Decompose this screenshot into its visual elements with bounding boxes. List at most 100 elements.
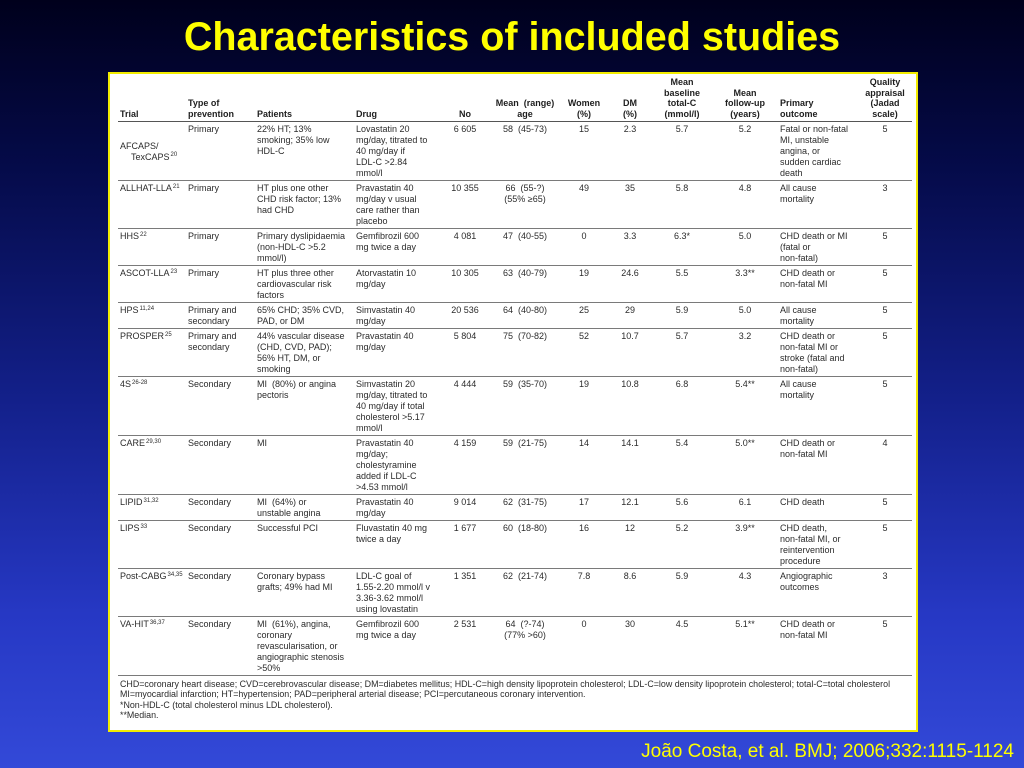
cell-age: 62 (21-74) xyxy=(490,568,560,617)
cell-follow-up: 5.1** xyxy=(712,616,778,676)
cell-quality: 4 xyxy=(858,435,912,495)
slide-title: Characteristics of included studies xyxy=(183,15,841,59)
cell-quality: 5 xyxy=(858,376,912,436)
table-row: 4S26-28 Secondary MI (80%) or angina pecto… xyxy=(118,376,912,436)
cell-patients: Primary dyslipidaemia (non-HDL-C >5.2 mm… xyxy=(255,228,354,266)
cell-outcome: CHD death or non-fatal MI or stroke (fat… xyxy=(778,328,858,377)
cell-follow-up: 3.9** xyxy=(712,520,778,569)
cell-outcome: CHD death or MI (fatal or non-fatal) xyxy=(778,228,858,266)
cell-drug: Simvastatin 20 mg/day, titrated to 40 mg… xyxy=(354,376,440,436)
cell-dm: 35 xyxy=(608,180,652,229)
column-header-prevention: Type of prevention xyxy=(186,74,255,122)
cell-patients: HT plus one other CHD risk factor; 13% h… xyxy=(255,180,354,229)
cell-women: 15 xyxy=(560,121,608,181)
table-row: VA-HIT36,37 Secondary MI (61%), angina, co… xyxy=(118,616,912,676)
cell-outcome: All cause mortality xyxy=(778,180,858,229)
trial-reference: 25 xyxy=(165,331,172,338)
cell-prevention: Primary xyxy=(186,121,255,181)
citation: João Costa, et al. BMJ; 2006;332:1115-11… xyxy=(641,741,1014,762)
cell-patients: MI (61%), angina, coronary revascularisa… xyxy=(255,616,354,676)
cell-baseline-total-c: 5.6 xyxy=(652,494,712,521)
cell-baseline-total-c: 5.9 xyxy=(652,302,712,329)
cell-dm: 30 xyxy=(608,616,652,676)
cell-drug: Atorvastatin 10 mg/day xyxy=(354,265,440,303)
trial-name: VA-HIT xyxy=(120,619,149,629)
cell-outcome: CHD death, non-fatal MI, or reinterventi… xyxy=(778,520,858,569)
cell-follow-up: 3.3** xyxy=(712,265,778,303)
cell-trial: CARE29,30 xyxy=(118,435,186,495)
column-header-women: Women (%) xyxy=(560,74,608,122)
cell-prevention: Primary xyxy=(186,265,255,303)
cell-drug: Pravastatin 40 mg/day; cholestyramine ad… xyxy=(354,435,440,495)
cell-women: 0 xyxy=(560,228,608,266)
cell-quality: 3 xyxy=(858,180,912,229)
column-header-baseline-total-c: Mean baseline total-C (mmol/l) xyxy=(652,74,712,122)
cell-prevention: Secondary xyxy=(186,568,255,617)
cell-prevention: Primary xyxy=(186,228,255,266)
cell-baseline-total-c: 4.5 xyxy=(652,616,712,676)
cell-trial: LIPID31,32 xyxy=(118,494,186,521)
cell-baseline-total-c: 5.5 xyxy=(652,265,712,303)
cell-trial: PROSPER25 xyxy=(118,328,186,377)
cell-quality: 5 xyxy=(858,520,912,569)
table-row: AFCAPS/ TexCAPS20 Primary 22% HT; 13% smok… xyxy=(118,121,912,181)
cell-drug: LDL-C goal of 1.55-2.20 mmol/l v 3.36-3.… xyxy=(354,568,440,617)
cell-follow-up: 5.0 xyxy=(712,228,778,266)
cell-dm: 29 xyxy=(608,302,652,329)
cell-dm: 12.1 xyxy=(608,494,652,521)
table-panel: Trial Type of prevention Patients Drug No Mea… xyxy=(108,72,918,732)
trial-reference: 31,32 xyxy=(143,497,159,504)
cell-age: 64 (?-74) (77% >60) xyxy=(490,616,560,676)
table-body: AFCAPS/ TexCAPS20 Primary 22% HT; 13% smok… xyxy=(118,121,912,676)
cell-dm: 14.1 xyxy=(608,435,652,495)
cell-prevention: Secondary xyxy=(186,616,255,676)
column-header-follow-up: Mean follow-up (years) xyxy=(712,74,778,122)
cell-trial: 4S26-28 xyxy=(118,376,186,436)
cell-quality: 5 xyxy=(858,328,912,377)
table-row: LIPS33 Secondary Successful PCI Fluvastatin… xyxy=(118,520,912,569)
cell-women: 49 xyxy=(560,180,608,229)
cell-baseline-total-c: 5.7 xyxy=(652,121,712,181)
cell-quality: 5 xyxy=(858,302,912,329)
trial-reference: 20 xyxy=(170,152,178,158)
cell-dm: 2.3 xyxy=(608,121,652,181)
cell-dm: 10.7 xyxy=(608,328,652,377)
trial-reference: 36,37 xyxy=(149,619,165,626)
cell-baseline-total-c: 5.2 xyxy=(652,520,712,569)
cell-patients: 65% CHD; 35% CVD, PAD, or DM xyxy=(255,302,354,329)
cell-follow-up: 5.0 xyxy=(712,302,778,329)
cell-drug: Gemfibrozil 600 mg twice a day xyxy=(354,228,440,266)
trial-name: CARE xyxy=(120,438,146,448)
cell-follow-up: 3.2 xyxy=(712,328,778,377)
trial-name: ALLHAT-LLA xyxy=(120,183,172,193)
cell-patients: 22% HT; 13% smoking; 35% low HDL-C xyxy=(255,121,354,181)
table-row: HPS11,24 Primary and secondary 65% CHD; 35… xyxy=(118,302,912,329)
cell-no: 1 351 xyxy=(440,568,490,617)
cell-women: 17 xyxy=(560,494,608,521)
trial-name: HHS xyxy=(120,231,140,241)
cell-prevention: Primary and secondary xyxy=(186,302,255,329)
table-row: ALLHAT-LLA21 Primary HT plus one other CHD… xyxy=(118,180,912,229)
trial-reference: 23 xyxy=(170,268,178,275)
table-row: Post-CABG34,35 Secondary Coronary bypass g… xyxy=(118,568,912,617)
cell-trial: ASCOT-LLA23 xyxy=(118,265,186,303)
cell-age: 59 (35-70) xyxy=(490,376,560,436)
cell-patients: MI xyxy=(255,435,354,495)
cell-follow-up: 5.0** xyxy=(712,435,778,495)
cell-no: 1 677 xyxy=(440,520,490,569)
cell-outcome: CHD death or non-fatal MI xyxy=(778,435,858,495)
cell-follow-up: 5.4** xyxy=(712,376,778,436)
column-header-drug: Drug xyxy=(354,74,440,122)
cell-women: 19 xyxy=(560,376,608,436)
cell-outcome: Fatal or non-fatal MI, unstable angina, … xyxy=(778,121,858,181)
cell-no: 10 355 xyxy=(440,180,490,229)
cell-dm: 3.3 xyxy=(608,228,652,266)
column-header-trial: Trial xyxy=(118,74,186,122)
trial-name: Post-CABG xyxy=(120,571,167,581)
column-header-no: No xyxy=(440,74,490,122)
cell-women: 14 xyxy=(560,435,608,495)
cell-prevention: Secondary xyxy=(186,520,255,569)
cell-prevention: Secondary xyxy=(186,435,255,495)
cell-trial: LIPS33 xyxy=(118,520,186,569)
cell-age: 62 (31-75) xyxy=(490,494,560,521)
